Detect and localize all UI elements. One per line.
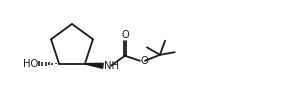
Text: HO: HO — [23, 59, 38, 69]
Text: NH: NH — [104, 61, 119, 71]
Text: O: O — [121, 30, 129, 40]
Polygon shape — [85, 63, 103, 68]
Text: O: O — [141, 56, 149, 66]
